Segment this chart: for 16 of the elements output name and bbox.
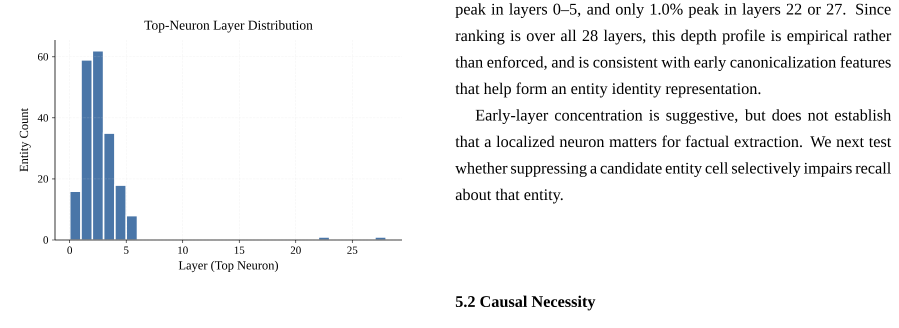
x-tick-label: 10: [178, 246, 188, 254]
x-tick-label: 20: [290, 246, 301, 254]
text: Early-layer concentration is suggestive, but does not establish that a localized neuron matters for factual extraction. We next test whether suppressing a candidate entity cell selectively impairs recall about that entity.: [455, 109, 892, 204]
y-tick-label: 40: [38, 114, 48, 122]
x-tick-label: 15: [234, 246, 244, 254]
y-tick-label: 60: [38, 53, 48, 60]
text: 5.2 Causal Necessity: [456, 296, 596, 310]
chart-title: Top-Neuron Layer Distribution: [144, 20, 313, 33]
x-tick-label: 25: [347, 246, 358, 254]
x-tick-label: 0: [67, 246, 72, 254]
x-axis-title: Layer (Top Neuron): [178, 260, 278, 272]
y-tick-label: 20: [38, 175, 48, 183]
text: peak in layers 0–5, and only 1.0% peak in layers 22 or 27. Since ranking is over all 28 layers, this depth profile is empirical rather than enforced, and is consistent with early canonicalization features that help form an entity identity representation.: [455, 3, 892, 98]
x-tick-label: 5: [124, 246, 129, 254]
y-axis-title: Entity Count: [20, 108, 31, 172]
y-tick-label: 0: [43, 236, 48, 244]
